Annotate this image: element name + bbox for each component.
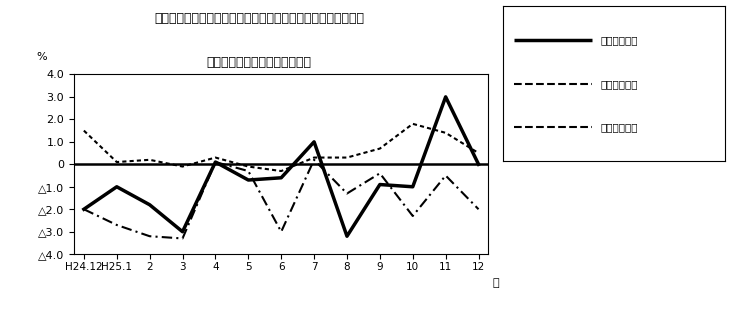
常用雇用指数 [244,165,253,168]
Text: 総実労働時間: 総実労働時間 [601,79,639,89]
常用雇用指数 [309,156,318,159]
常用雇用指数 [375,147,384,150]
総実労働時間 [343,192,352,195]
常用雇用指数 [211,156,220,159]
Line: 現金給与総額: 現金給与総額 [84,97,479,236]
常用雇用指数 [343,156,352,159]
総実労働時間 [277,230,286,234]
総実労働時間 [474,207,483,211]
現金給与総額 [112,185,121,188]
常用雇用指数 [178,165,187,168]
Text: （規模５人以上　調査産業計）: （規模５人以上 調査産業計） [206,56,312,69]
Text: 月: 月 [493,277,500,288]
現金給与総額 [309,140,318,144]
総実労働時間 [145,234,154,238]
常用雇用指数 [408,122,417,126]
常用雇用指数 [474,151,483,155]
総実労働時間 [441,174,450,177]
現金給与総額 [375,183,384,186]
現金給与総額 [211,160,220,164]
常用雇用指数 [145,158,154,162]
Text: 第４図　賃金、労働時間、常用雇用指数　対前年同月比の推移: 第４図 賃金、労働時間、常用雇用指数 対前年同月比の推移 [154,12,364,25]
現金給与総額 [441,95,450,99]
現金給与総額 [178,230,187,234]
常用雇用指数 [112,160,121,164]
現金給与総額 [343,234,352,238]
総実労働時間 [112,223,121,227]
Line: 総実労働時間: 総実労働時間 [84,160,479,238]
総実労働時間 [79,207,88,211]
総実労働時間 [211,160,220,164]
総実労働時間 [178,237,187,240]
総実労働時間 [408,214,417,218]
常用雇用指数 [441,131,450,135]
現金給与総額 [277,176,286,180]
Text: %: % [37,52,47,62]
現金給与総額 [79,207,88,211]
常用雇用指数 [79,129,88,132]
現金給与総額 [408,185,417,188]
総実労働時間 [375,171,384,175]
現金給与総額 [145,203,154,207]
Text: 常用雇用指数: 常用雇用指数 [601,122,639,132]
Line: 常用雇用指数: 常用雇用指数 [84,124,479,171]
Text: 現金給与総額: 現金給与総額 [601,35,639,45]
現金給与総額 [474,162,483,166]
総実労働時間 [309,158,318,162]
常用雇用指数 [277,169,286,173]
現金給与総額 [244,178,253,182]
総実労働時間 [244,169,253,173]
